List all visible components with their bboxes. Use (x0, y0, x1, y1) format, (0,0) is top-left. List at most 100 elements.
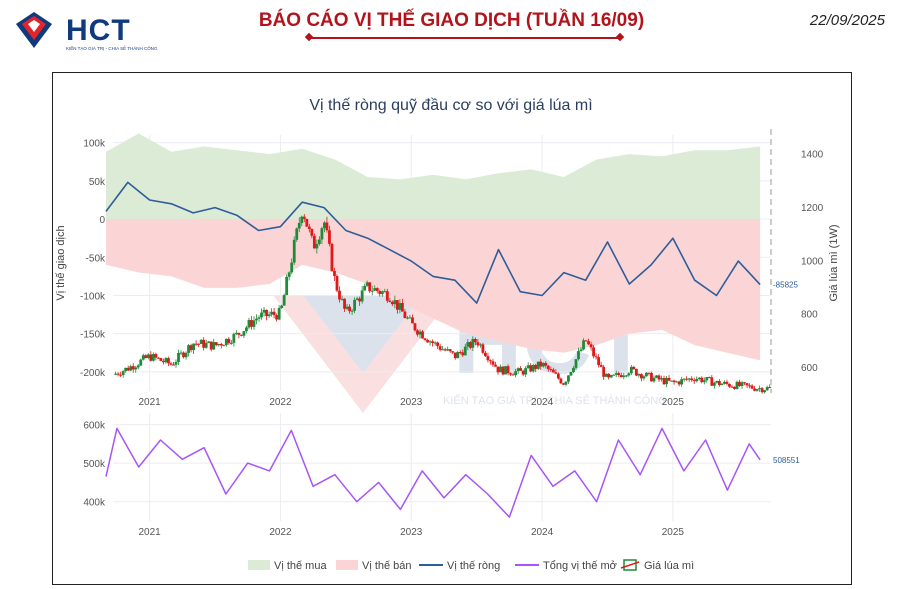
candle-body (192, 343, 196, 351)
candle-body (702, 380, 706, 383)
candle-body (323, 222, 326, 229)
watermark-diamond-icon (273, 295, 453, 413)
legend-label-net: Vị thế ròng (447, 560, 500, 572)
candle-body (753, 388, 756, 391)
legend-swatch-long (248, 560, 270, 570)
candle-body (468, 342, 472, 348)
candle-body (189, 345, 193, 351)
candle-body (587, 341, 590, 345)
candle-body (514, 371, 518, 376)
candle-body (204, 342, 208, 348)
candle-body (240, 334, 243, 336)
candle-body (297, 223, 301, 229)
chart-svg: HCT KIẾN TẠO GIÁ TRỊ - CHIA SẺ THÀNH CÔN… (55, 97, 840, 572)
candle-body (562, 383, 565, 385)
candle-body (599, 365, 603, 367)
candle-body (177, 352, 180, 363)
candle-body (700, 377, 704, 383)
report-title: BÁO CÁO VỊ THẾ GIAO DỊCH (TUẦN 16/09) (258, 10, 645, 31)
candle-body (675, 381, 679, 383)
oi-last-value-label: 508551 (773, 456, 800, 465)
candle-body (358, 298, 362, 302)
candle-body (131, 366, 135, 370)
candle-body (456, 352, 460, 359)
candle-body (692, 380, 696, 382)
y-tick-label: 50k (89, 177, 106, 188)
candle-body (194, 343, 198, 345)
candle-body (187, 345, 190, 353)
candle-body (126, 367, 130, 371)
candle-body (707, 377, 711, 379)
candle-body (328, 230, 331, 244)
candle-body (705, 377, 709, 381)
candle-body (154, 354, 158, 358)
y-tick-label: -50k (86, 253, 106, 264)
candle-body (197, 343, 201, 345)
candle-body (730, 386, 734, 388)
short-area (106, 219, 761, 361)
candle-body (622, 375, 626, 378)
candle-body (639, 374, 643, 379)
candle-body (665, 377, 668, 385)
candle-body (388, 300, 392, 302)
y-tick-label: 400k (83, 498, 106, 509)
candle-body (272, 311, 276, 316)
legend-item-short[interactable]: Vị thế bán (336, 560, 412, 572)
x-tick-label: 2022 (269, 527, 292, 538)
candle-body (584, 340, 588, 342)
candle-body (642, 376, 646, 379)
legend-label-long: Vị thế mua (274, 560, 327, 572)
candle-body (373, 288, 377, 291)
candle-body (139, 359, 143, 366)
net-position-series: -85825 (105, 181, 798, 304)
candle-body (333, 270, 336, 276)
candle-body (224, 338, 228, 346)
candle-body (393, 300, 397, 305)
y-axis-title: Vị thế giao dịch (55, 225, 67, 300)
candle-body (302, 216, 306, 219)
candle-body (473, 338, 477, 343)
candle-body (320, 228, 324, 240)
candle-body (471, 338, 475, 348)
candle-body (501, 366, 505, 375)
net-last-value-label: -85825 (773, 281, 798, 290)
candle-body (164, 358, 168, 363)
logo-diamond-icon (16, 12, 52, 48)
candle-body (413, 323, 417, 331)
candle-body (723, 381, 726, 384)
candle-body (340, 298, 344, 300)
candle-body (594, 356, 598, 358)
candle-body (567, 375, 570, 382)
open-interest-series: 508551 (105, 427, 800, 518)
candle-body (385, 291, 389, 301)
logo-tagline: KIẾN TẠO GIÁ TRỊ - CHIA SẺ THÀNH CÔNG (66, 46, 158, 51)
candle-body (602, 366, 606, 377)
candle-body (247, 320, 251, 328)
candle-body (506, 366, 510, 374)
candle-body (491, 361, 495, 365)
candle-body (617, 373, 621, 376)
candle-body (531, 364, 535, 372)
candle-body (546, 365, 550, 370)
candle-body (682, 378, 686, 380)
legend-item-net[interactable]: Vị thế ròng (419, 560, 500, 572)
candle-body (257, 317, 261, 319)
candle-body (484, 352, 487, 357)
candle-body (448, 349, 452, 352)
candle-body (134, 367, 138, 370)
candle-body (463, 346, 467, 356)
candle-body (305, 218, 309, 227)
candle-body (755, 389, 759, 391)
candle-body (325, 222, 329, 231)
legend-item-price[interactable]: Giá lúa mì (620, 559, 694, 572)
candle-body (519, 368, 523, 371)
candle-body (670, 380, 673, 382)
candle-body (380, 291, 384, 294)
candle-body (745, 383, 749, 386)
candle-body (720, 383, 724, 386)
candle-body (375, 288, 379, 292)
candle-body (310, 228, 314, 236)
legend-item-oi[interactable]: Tổng vị thế mở (515, 560, 617, 572)
legend-item-long[interactable]: Vị thế mua (248, 560, 327, 572)
x-tick-label: 2025 (662, 397, 685, 408)
